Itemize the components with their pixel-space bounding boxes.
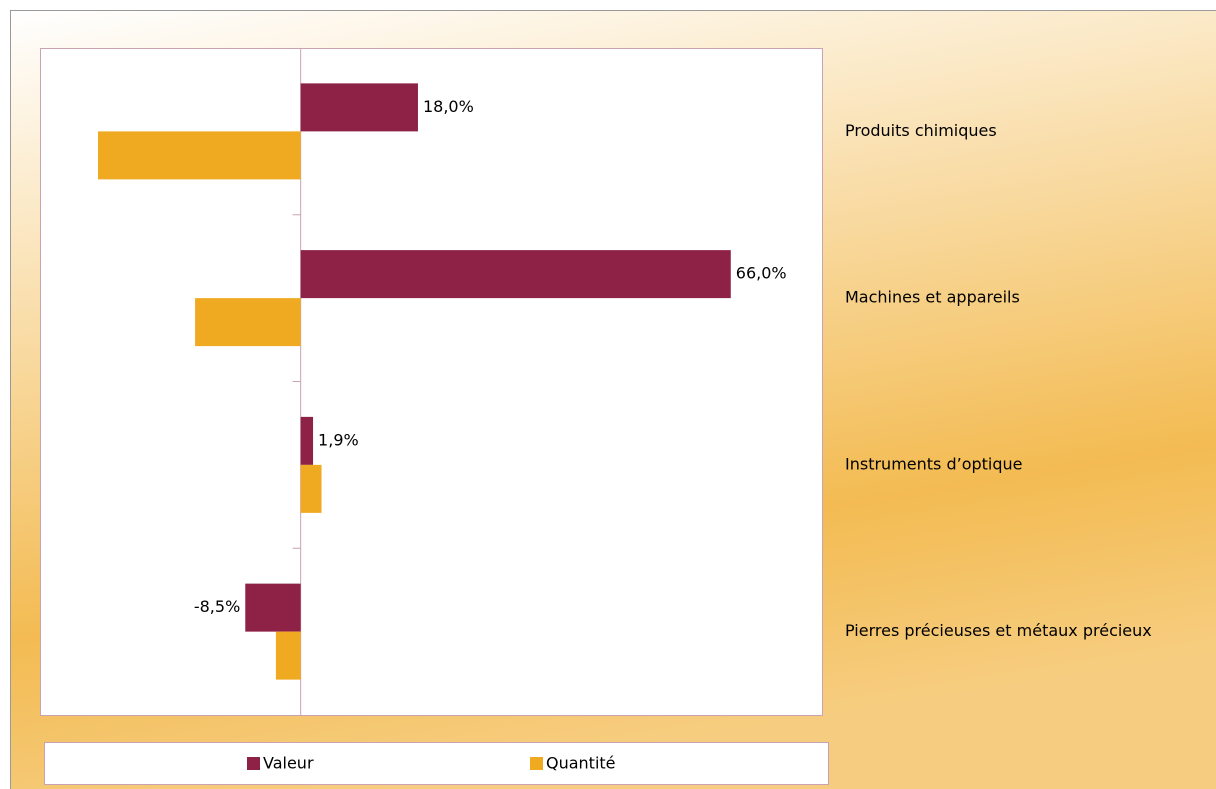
category-label: Instruments d’optique — [845, 454, 1023, 473]
bar — [300, 250, 731, 299]
bar — [195, 298, 301, 347]
legend-label: Quantité — [546, 754, 616, 773]
data-label: -8,5% — [194, 597, 240, 616]
bar — [275, 631, 301, 680]
category-label: Produits chimiques — [845, 121, 997, 140]
bar — [300, 83, 418, 132]
category-label: Pierres précieuses et métaux précieux — [845, 621, 1152, 640]
category-label: Machines et appareils — [845, 288, 1020, 307]
data-label: 66,0% — [736, 264, 787, 283]
data-label: 1,9% — [318, 430, 359, 449]
bar — [300, 416, 314, 465]
bar — [300, 464, 322, 513]
legend-label: Valeur — [263, 754, 314, 773]
legend-swatch — [530, 757, 543, 770]
bar — [97, 131, 301, 180]
bar — [245, 583, 301, 632]
data-label: 18,0% — [423, 97, 474, 116]
legend-swatch — [247, 757, 260, 770]
legend-box — [44, 742, 829, 785]
